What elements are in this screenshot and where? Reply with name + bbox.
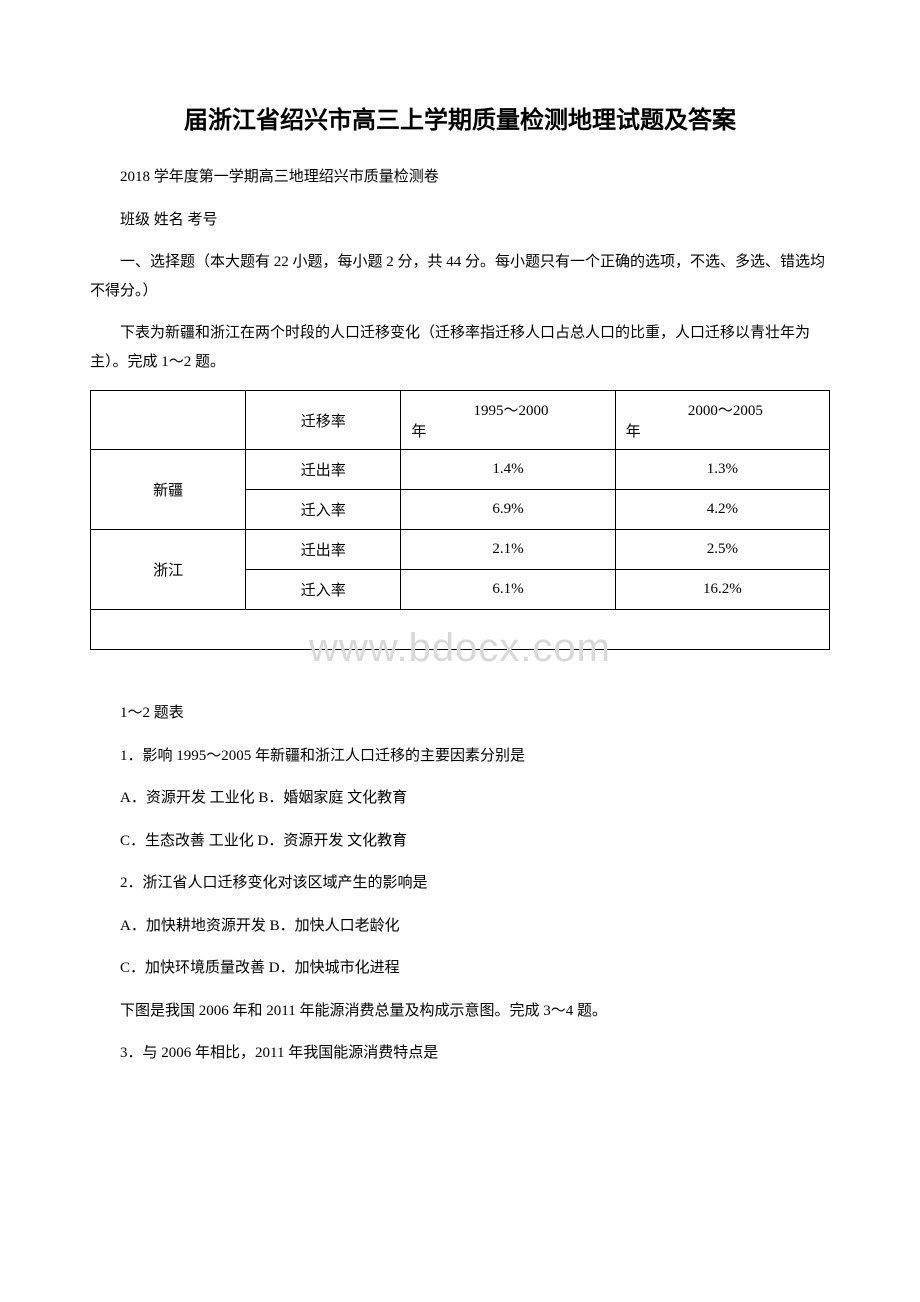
table-cell: 16.2%	[615, 570, 829, 610]
intro-paragraph-2: 下图是我国 2006 年和 2011 年能源消费总量及构成示意图。完成 3～4 …	[90, 997, 830, 1026]
info-line: 班级 姓名 考号	[90, 206, 830, 235]
question-2-options-cd: C．加快环境质量改善 D．加快城市化进程	[90, 954, 830, 983]
section-heading: 一、选择题（本大题有 22 小题，每小题 2 分，共 44 分。每小题只有一个正…	[90, 248, 830, 305]
table-header-period2: 2000～2005 年	[615, 391, 829, 450]
question-2: 2．浙江省人口迁移变化对该区域产生的影响是	[90, 869, 830, 898]
watermark: www.bdocx.com	[90, 626, 830, 671]
table-header-period1: 1995～2000 年	[401, 391, 615, 450]
table-cell: 4.2%	[615, 490, 829, 530]
table-region-xinjiang: 新疆	[91, 450, 246, 530]
table-cell: 6.1%	[401, 570, 615, 610]
table-cell: 6.9%	[401, 490, 615, 530]
table-cell: 迁入率	[246, 570, 401, 610]
subtitle: 2018 学年度第一学期高三地理绍兴市质量检测卷	[90, 163, 830, 192]
table-cell: 迁出率	[246, 530, 401, 570]
table-caption: 1～2 题表	[90, 699, 830, 728]
table-header-rate: 迁移率	[246, 391, 401, 450]
intro-paragraph-1: 下表为新疆和浙江在两个时段的人口迁移变化（迁移率指迁移人口占总人口的比重，人口迁…	[90, 319, 830, 376]
table-cell: 1.3%	[615, 450, 829, 490]
table-cell: 1.4%	[401, 450, 615, 490]
question-1-options-cd: C．生态改善 工业化 D．资源开发 文化教育	[90, 827, 830, 856]
table-cell: 迁出率	[246, 450, 401, 490]
table-cell: 2.5%	[615, 530, 829, 570]
table-cell-empty	[91, 391, 246, 450]
table-region-zhejiang: 浙江	[91, 530, 246, 610]
table-row: 新疆 迁出率 1.4% 1.3%	[91, 450, 830, 490]
document-title: 届浙江省绍兴市高三上学期质量检测地理试题及答案	[90, 100, 830, 135]
question-2-options-ab: A．加快耕地资源开发 B．加快人口老龄化	[90, 912, 830, 941]
question-3: 3．与 2006 年相比，2011 年我国能源消费特点是	[90, 1039, 830, 1068]
question-1: 1．影响 1995～2005 年新疆和浙江人口迁移的主要因素分别是	[90, 742, 830, 771]
question-1-options-ab: A．资源开发 工业化 B．婚姻家庭 文化教育	[90, 784, 830, 813]
migration-table: 迁移率 1995～2000 年 2000～2005 年 新疆 迁出率 1.4% …	[90, 390, 830, 650]
table-row: 浙江 迁出率 2.1% 2.5%	[91, 530, 830, 570]
table-cell: 迁入率	[246, 490, 401, 530]
table-cell: 2.1%	[401, 530, 615, 570]
